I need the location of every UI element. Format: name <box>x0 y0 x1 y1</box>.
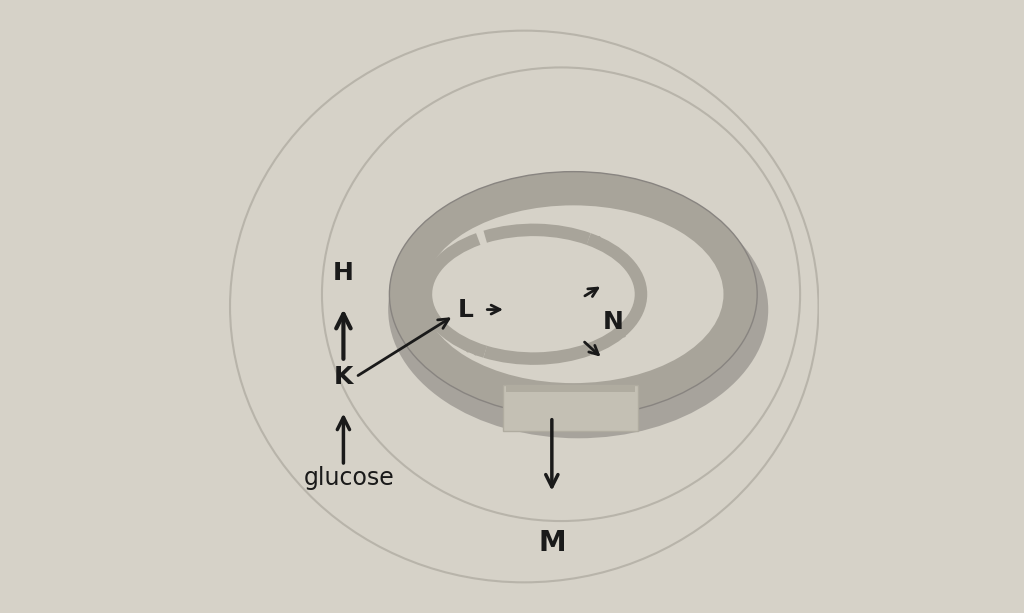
Text: M: M <box>538 528 565 557</box>
Text: N: N <box>603 310 624 334</box>
Polygon shape <box>506 385 635 392</box>
Ellipse shape <box>423 205 724 383</box>
Ellipse shape <box>389 172 757 417</box>
Text: K: K <box>334 365 353 389</box>
Ellipse shape <box>422 215 734 405</box>
Polygon shape <box>503 385 638 430</box>
Text: L: L <box>458 297 474 322</box>
Ellipse shape <box>388 181 768 438</box>
Text: glucose: glucose <box>303 466 394 490</box>
Text: H: H <box>333 261 354 285</box>
